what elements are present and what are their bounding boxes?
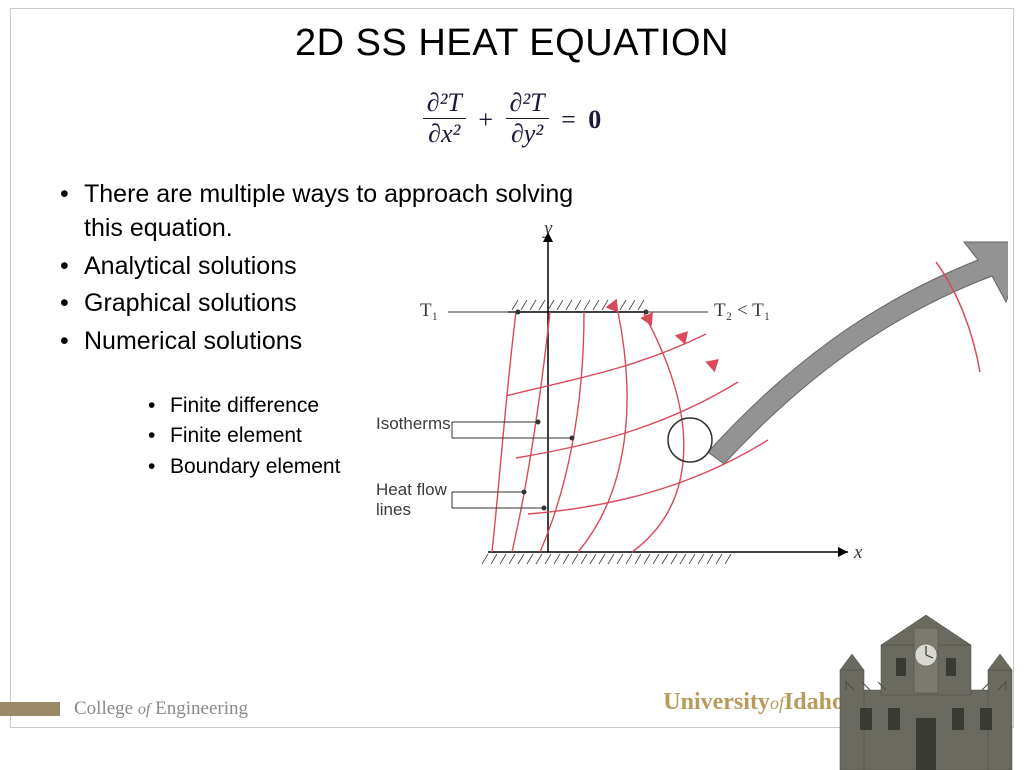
eq-den1: ∂x² — [428, 119, 460, 148]
college-pre: College — [74, 698, 133, 719]
footer-accent-bar — [0, 702, 60, 716]
uni-of: of — [770, 693, 784, 713]
eq-num2: ∂²T — [510, 88, 545, 117]
t1-label: T₁ — [420, 300, 438, 322]
eq-den2: ∂y² — [511, 119, 543, 148]
footer-right: UniversityofIdaho — [663, 689, 844, 716]
uni-pre: University — [663, 689, 770, 715]
college-text: College of Engineering — [74, 698, 248, 720]
heat-equation: ∂²T ∂x² + ∂²T ∂y² = 0 — [0, 88, 1024, 151]
heatflow-label: Heat flow lines — [376, 480, 447, 520]
t2-label: T₂ < T₁ — [714, 300, 770, 322]
x-axis-label: x — [854, 542, 862, 564]
isotherms-label: Isotherms — [376, 414, 451, 434]
college-of: of — [138, 701, 151, 718]
building-icon — [826, 600, 1024, 770]
college-post: Engineering — [155, 698, 248, 719]
diagram-svg — [388, 222, 1008, 592]
footer-left: College of Engineering — [0, 698, 248, 720]
eq-num1: ∂²T — [427, 88, 462, 117]
slide-title: 2D SS HEAT EQUATION — [0, 22, 1024, 65]
heat-diagram: y x T₁ T₂ < T₁ Isotherms Heat flow lines — [388, 222, 1008, 592]
y-axis-label: y — [544, 218, 552, 240]
eq-rhs: 0 — [588, 105, 601, 135]
